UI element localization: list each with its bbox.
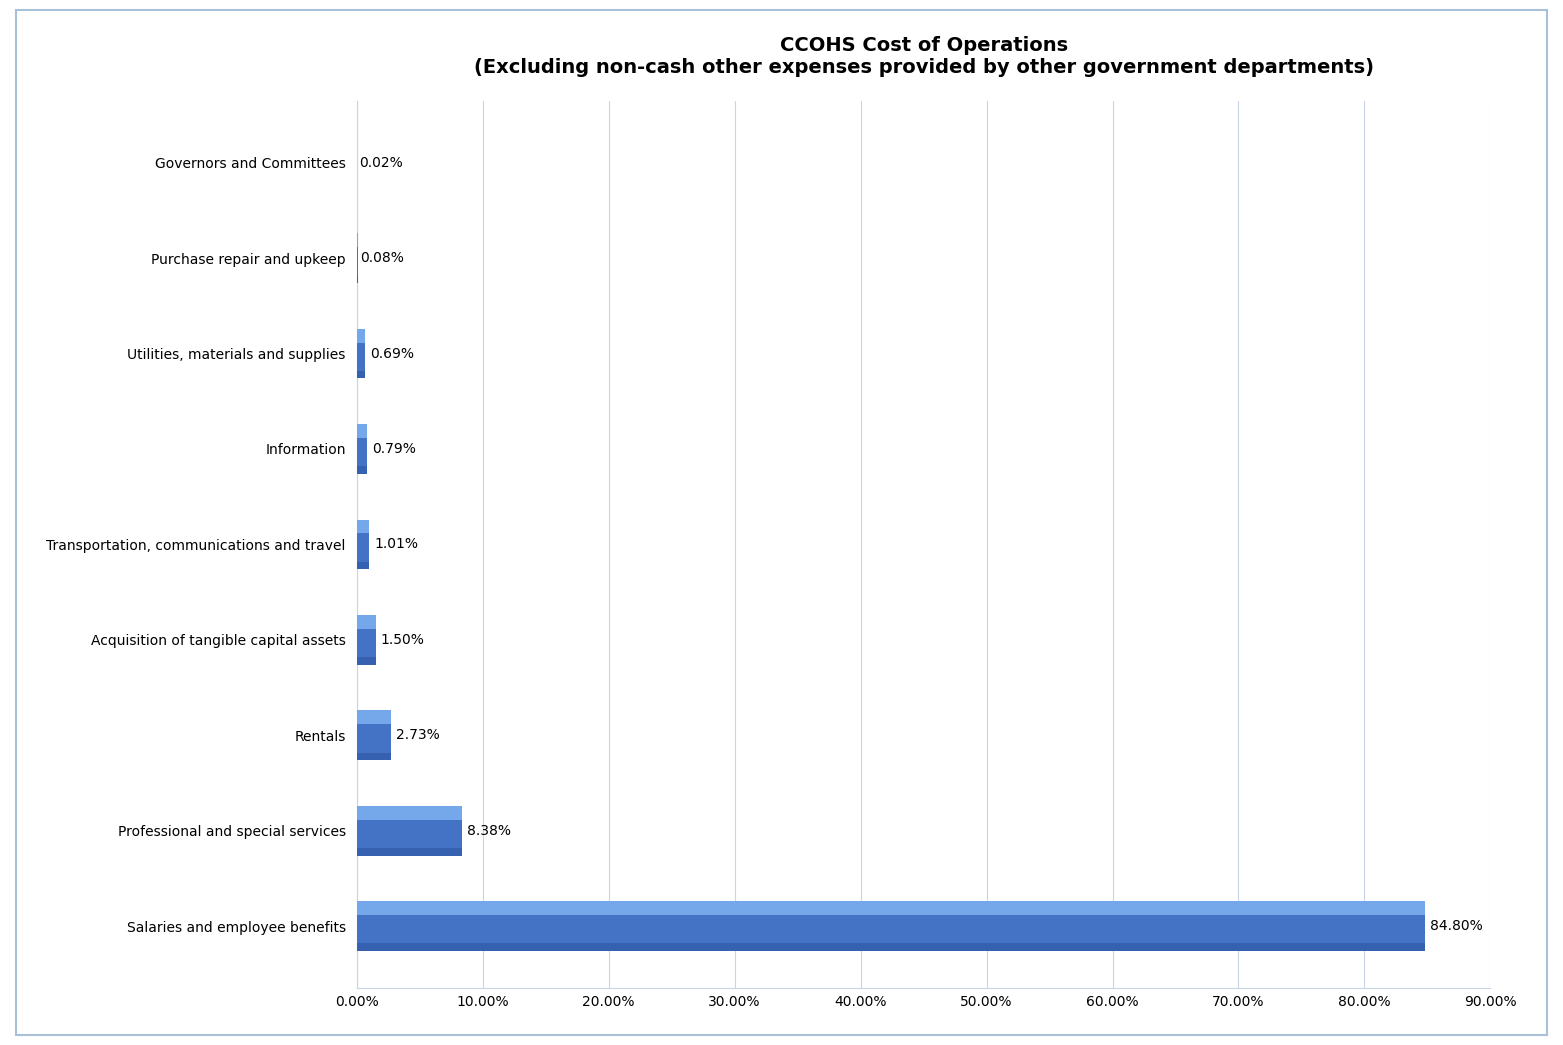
Bar	[356, 806, 463, 819]
Text: 84.80%: 84.80%	[1430, 920, 1483, 933]
Bar	[356, 806, 463, 856]
Bar	[356, 466, 367, 473]
Bar	[356, 616, 375, 665]
Text: 0.79%: 0.79%	[372, 442, 416, 456]
Text: 0.02%: 0.02%	[359, 156, 403, 169]
Bar	[356, 711, 391, 760]
Bar	[356, 849, 463, 856]
Text: 1.01%: 1.01%	[375, 537, 419, 552]
Bar	[356, 424, 367, 438]
Bar	[356, 616, 375, 629]
Bar	[356, 752, 391, 760]
Text: 1.50%: 1.50%	[381, 633, 425, 647]
Bar	[356, 944, 1425, 951]
Bar	[356, 519, 369, 570]
Bar	[356, 711, 391, 724]
Bar	[356, 562, 369, 570]
Bar	[356, 902, 1425, 951]
Text: 8.38%: 8.38%	[467, 823, 511, 838]
Bar	[356, 329, 366, 343]
Text: 0.08%: 0.08%	[359, 251, 403, 265]
Text: 2.73%: 2.73%	[395, 728, 439, 742]
Bar	[356, 424, 367, 473]
Bar	[356, 657, 375, 665]
Bar	[356, 519, 369, 534]
Bar	[356, 902, 1425, 915]
Bar	[356, 371, 366, 378]
Title: CCOHS Cost of Operations
(Excluding non-cash other expenses provided by other go: CCOHS Cost of Operations (Excluding non-…	[474, 36, 1374, 77]
Bar	[356, 329, 366, 378]
Text: 0.69%: 0.69%	[370, 347, 414, 361]
